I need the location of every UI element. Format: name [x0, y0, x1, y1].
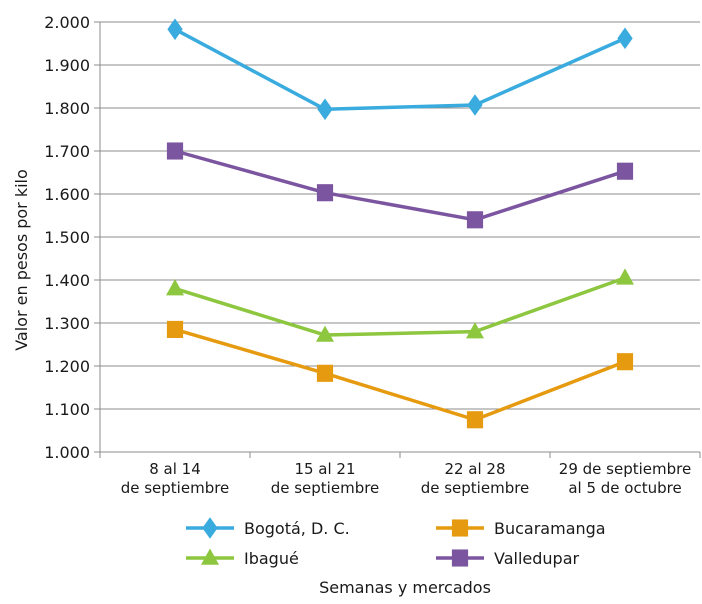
data-point — [316, 184, 334, 202]
data-point — [466, 411, 484, 429]
data-point — [166, 320, 184, 338]
legend-marker — [451, 549, 469, 567]
legend-item: Ibagué — [186, 548, 299, 568]
series-3 — [166, 142, 634, 229]
x-tick-label: 8 al 14 de septiembre — [121, 460, 230, 497]
x-axis-title: Semanas y mercados — [319, 578, 491, 597]
y-tick-label: 1.800 — [44, 99, 90, 118]
data-point — [316, 364, 334, 382]
y-tick-label: 1.300 — [44, 314, 90, 333]
y-tick-label: 1.700 — [44, 142, 90, 161]
x-tick-label: 29 de septiembre al 5 de octubre — [559, 460, 691, 497]
legend-label: Bucaramanga — [494, 519, 606, 538]
axes — [94, 21, 701, 458]
series-1 — [166, 320, 634, 429]
legend-item: Bucaramanga — [436, 519, 606, 538]
series-line — [174, 27, 626, 112]
data-point — [316, 325, 334, 342]
data-point — [617, 27, 633, 50]
x-tick-label: 15 al 21 de septiembre — [271, 460, 380, 497]
data-point — [616, 353, 634, 371]
series-line — [174, 276, 626, 337]
data-point — [467, 94, 483, 116]
data-point — [166, 279, 184, 296]
x-tick-label: 22 al 28 de septiembre — [421, 460, 530, 497]
y-tick-label: 1.000 — [44, 443, 90, 462]
legend-marker — [451, 519, 469, 537]
y-tick-label: 1.900 — [44, 56, 90, 75]
data-point — [317, 98, 333, 121]
data-point — [616, 268, 634, 285]
legend: Bogotá, D. C. Bucaramanga Ibagué Valledupar — [186, 517, 606, 568]
data-point — [466, 211, 484, 229]
data-point — [616, 162, 634, 180]
y-tick-label: 1.100 — [44, 400, 90, 419]
legend-label: Ibagué — [244, 549, 299, 568]
data-point — [466, 322, 484, 339]
series-line — [174, 327, 626, 422]
data-point — [166, 142, 184, 160]
series-2 — [166, 268, 634, 342]
legend-marker — [201, 548, 219, 565]
y-tick-label: 1.500 — [44, 228, 90, 247]
y-axis-title: Valor en pesos por kilo — [12, 169, 31, 351]
legend-label: Valledupar — [494, 549, 580, 568]
axis-labels: 1.000 1.100 1.200 1.300 1.400 1.500 1.600 1.700… — [44, 13, 691, 497]
y-tick-label: 1.200 — [44, 357, 90, 376]
y-tick-label: 2.000 — [44, 13, 90, 32]
legend-item: Bogotá, D. C. — [186, 517, 350, 539]
series-line — [174, 149, 626, 222]
legend-item: Valledupar — [436, 549, 580, 568]
series-group — [166, 18, 634, 429]
y-tick-label: 1.400 — [44, 271, 90, 290]
data-point — [167, 18, 183, 41]
series-0 — [167, 18, 633, 121]
legend-marker — [202, 517, 218, 539]
gridlines — [100, 21, 700, 410]
y-tick-label: 1.600 — [44, 185, 90, 204]
legend-label: Bogotá, D. C. — [244, 519, 350, 538]
